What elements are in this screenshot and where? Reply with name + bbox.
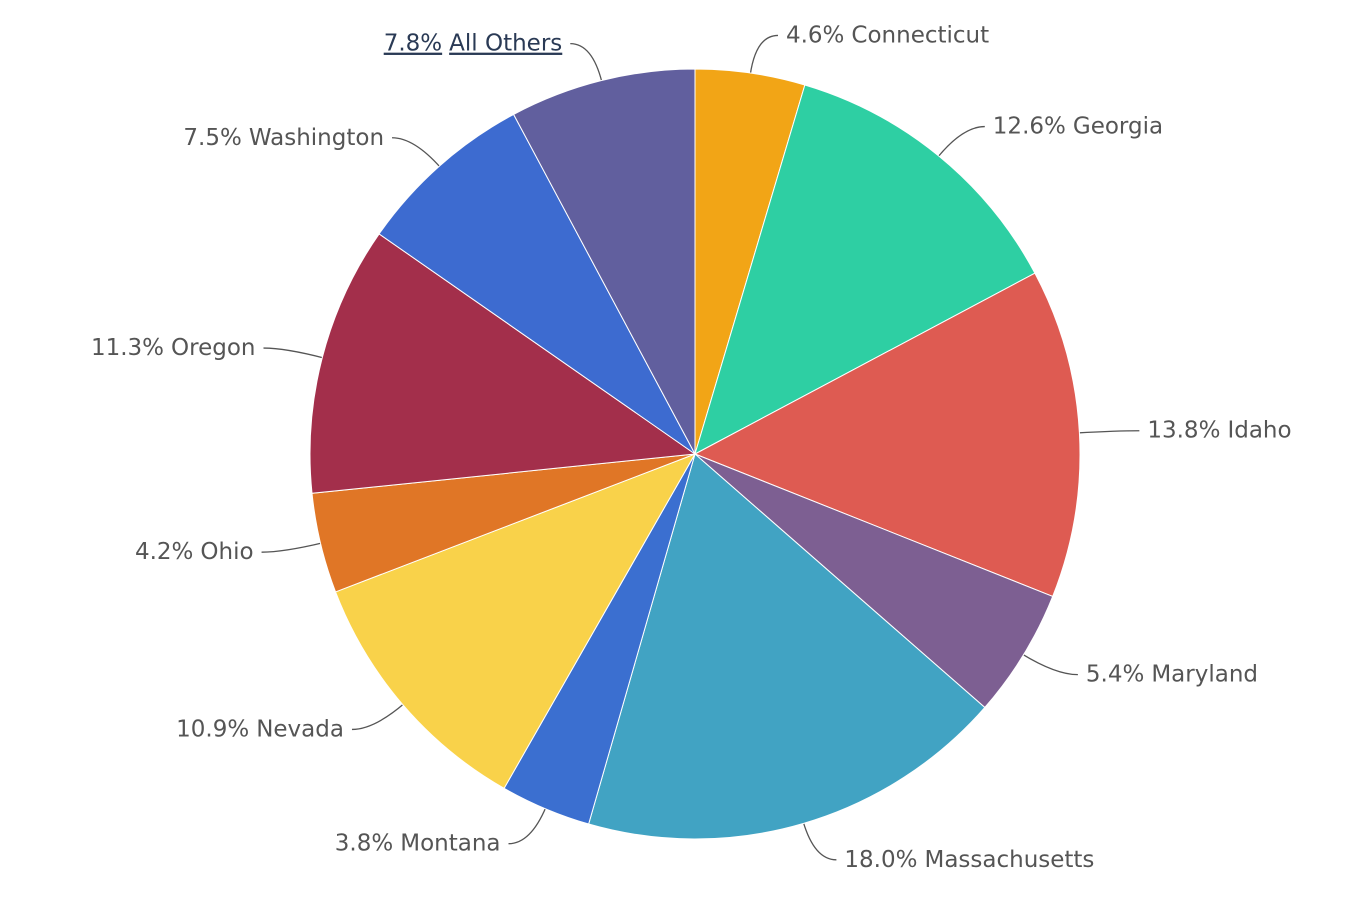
pie-slice [694,84,1036,456]
leader-line [261,542,323,553]
slice-category: All Others [449,30,562,56]
leader-line [1021,653,1078,676]
slice-category: Montana [400,830,500,856]
slice-value-label: 13.8% [1147,417,1220,443]
slice-label: 3.8% Montana [335,830,501,856]
slice-category: Oregon [171,335,255,361]
pie-slice [588,453,986,840]
slice-category: Massachusetts [924,846,1094,872]
labels: 4.6% Connecticut 12.6% Georgia 13.8% Idaho 5.4… [91,22,1292,872]
slice-category: Connecticut [851,22,989,48]
leader-line [1077,430,1140,434]
slice-category: Ohio [200,539,253,565]
slice-category: Georgia [1073,113,1163,139]
leader-line [936,125,985,158]
slice-value-label: 4.2% [135,539,193,565]
slice-label: 18.0% Massachusetts [844,846,1094,872]
slice-label: 10.9% Nevada [176,716,344,742]
pie-slice [512,68,696,455]
slice-label: 7.5% Washington [183,124,384,150]
slice-value-label: 7.8% [384,30,442,56]
slice-category: Idaho [1227,417,1291,443]
leader-line [570,43,603,83]
slice-category: Maryland [1151,661,1258,687]
leader-line [351,702,405,731]
leader-line [508,806,547,845]
pie-slice [309,233,697,494]
slice-label: 4.2% Ohio [135,539,254,565]
pie-slice [378,113,696,455]
slice-label: 12.6% Georgia [993,113,1163,139]
leader-line [392,137,442,169]
leader-line [263,347,325,359]
pie-slice [334,453,697,790]
slice-label: 5.4% Maryland [1086,661,1258,687]
slice-label: 4.6% Connecticut [786,22,989,48]
slice-value-label: 12.6% [993,113,1066,139]
slice-value-label: 11.3% [91,335,164,361]
slice-value-label: 4.6% [786,22,844,48]
slice-value-label: 10.9% [176,716,249,742]
pie-slice [693,272,1081,598]
slice-value-label: 18.0% [844,846,917,872]
slice-label: 11.3% Oregon [91,335,256,361]
leader-line [749,34,779,76]
slice-value-label: 5.4% [1086,661,1144,687]
slice-value-label: 3.8% [335,830,393,856]
slice-label: 13.8% Idaho [1147,417,1291,443]
leader-line [802,821,837,861]
slice-label[interactable]: 7.8% All Others [384,30,563,56]
slice-category: Nevada [256,716,344,742]
slice-category: Washington [249,124,384,150]
slice-value-label: 7.5% [183,124,241,150]
